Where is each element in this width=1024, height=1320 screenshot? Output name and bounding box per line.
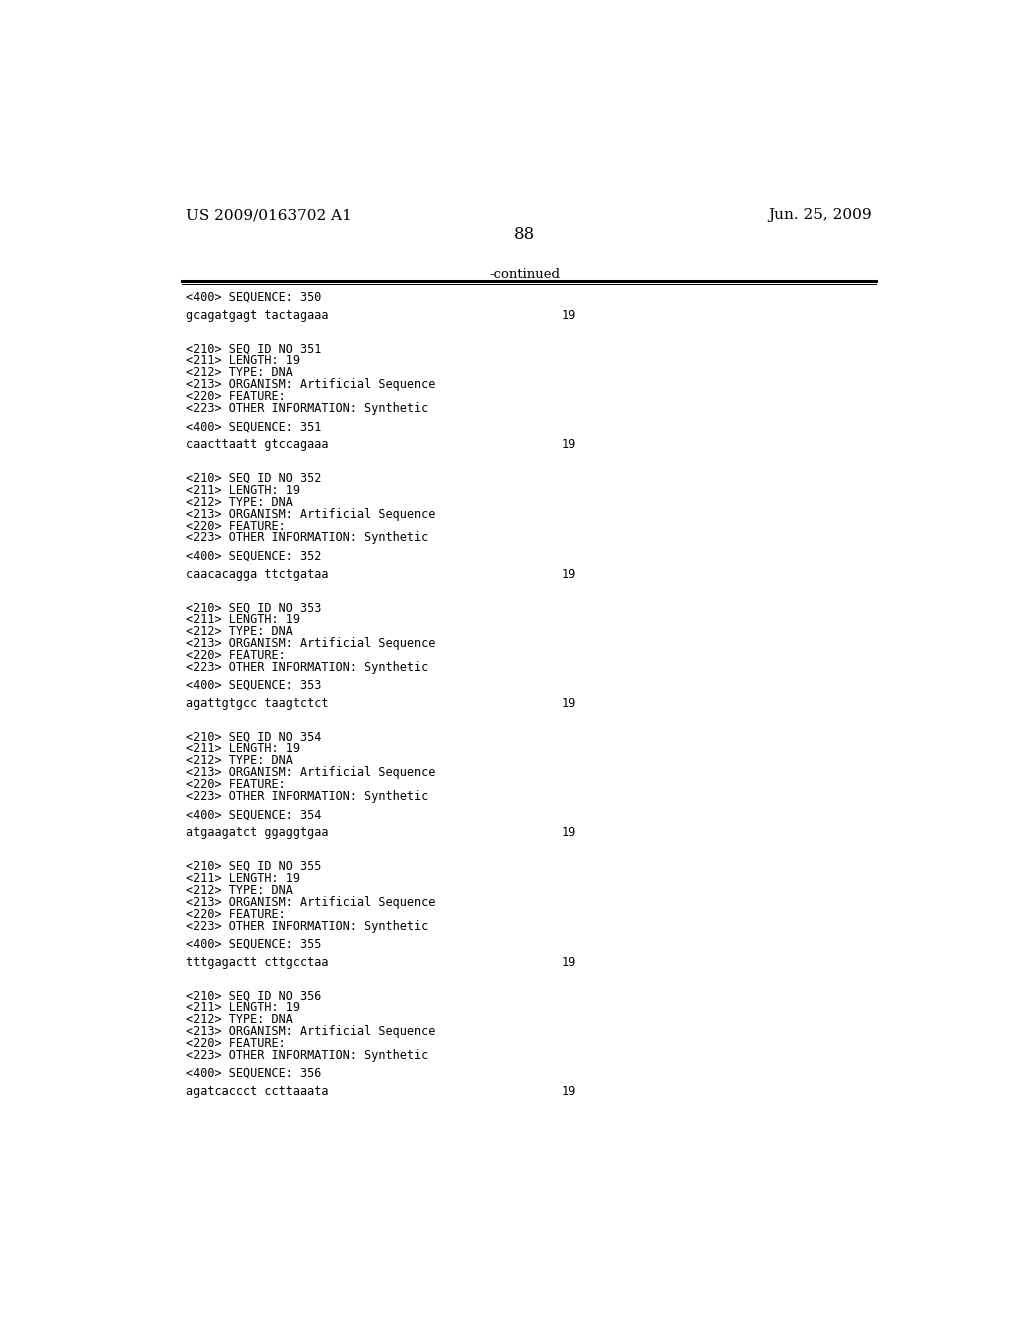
Text: <212> TYPE: DNA: <212> TYPE: DNA [186,626,293,638]
Text: gcagatgagt tactagaaa: gcagatgagt tactagaaa [186,309,329,322]
Text: <223> OTHER INFORMATION: Synthetic: <223> OTHER INFORMATION: Synthetic [186,920,428,932]
Text: agattgtgcc taagtctct: agattgtgcc taagtctct [186,697,329,710]
Text: <213> ORGANISM: Artificial Sequence: <213> ORGANISM: Artificial Sequence [186,896,435,908]
Text: caacttaatt gtccagaaa: caacttaatt gtccagaaa [186,438,329,451]
Text: <211> LENGTH: 19: <211> LENGTH: 19 [186,354,300,367]
Text: <220> FEATURE:: <220> FEATURE: [186,649,286,661]
Text: <400> SEQUENCE: 354: <400> SEQUENCE: 354 [186,808,322,821]
Text: <220> FEATURE:: <220> FEATURE: [186,520,286,532]
Text: 19: 19 [562,1085,577,1098]
Text: <210> SEQ ID NO 353: <210> SEQ ID NO 353 [186,601,322,614]
Text: 19: 19 [562,309,577,322]
Text: <211> LENGTH: 19: <211> LENGTH: 19 [186,871,300,884]
Text: <211> LENGTH: 19: <211> LENGTH: 19 [186,612,300,626]
Text: <400> SEQUENCE: 355: <400> SEQUENCE: 355 [186,937,322,950]
Text: <212> TYPE: DNA: <212> TYPE: DNA [186,884,293,896]
Text: <212> TYPE: DNA: <212> TYPE: DNA [186,367,293,379]
Text: <213> ORGANISM: Artificial Sequence: <213> ORGANISM: Artificial Sequence [186,767,435,779]
Text: <211> LENGTH: 19: <211> LENGTH: 19 [186,483,300,496]
Text: <210> SEQ ID NO 352: <210> SEQ ID NO 352 [186,471,322,484]
Text: <212> TYPE: DNA: <212> TYPE: DNA [186,755,293,767]
Text: <212> TYPE: DNA: <212> TYPE: DNA [186,1014,293,1026]
Text: <223> OTHER INFORMATION: Synthetic: <223> OTHER INFORMATION: Synthetic [186,1049,428,1061]
Text: <210> SEQ ID NO 356: <210> SEQ ID NO 356 [186,989,322,1002]
Text: <213> ORGANISM: Artificial Sequence: <213> ORGANISM: Artificial Sequence [186,508,435,520]
Text: <400> SEQUENCE: 351: <400> SEQUENCE: 351 [186,420,322,433]
Text: 88: 88 [514,226,536,243]
Text: <211> LENGTH: 19: <211> LENGTH: 19 [186,742,300,755]
Text: <212> TYPE: DNA: <212> TYPE: DNA [186,496,293,508]
Text: <220> FEATURE:: <220> FEATURE: [186,779,286,791]
Text: <213> ORGANISM: Artificial Sequence: <213> ORGANISM: Artificial Sequence [186,1026,435,1038]
Text: <210> SEQ ID NO 354: <210> SEQ ID NO 354 [186,730,322,743]
Text: <210> SEQ ID NO 355: <210> SEQ ID NO 355 [186,859,322,873]
Text: <223> OTHER INFORMATION: Synthetic: <223> OTHER INFORMATION: Synthetic [186,403,428,414]
Text: -continued: -continued [489,268,560,281]
Text: <400> SEQUENCE: 350: <400> SEQUENCE: 350 [186,290,322,304]
Text: 19: 19 [562,438,577,451]
Text: 19: 19 [562,956,577,969]
Text: 19: 19 [562,697,577,710]
Text: Jun. 25, 2009: Jun. 25, 2009 [768,209,872,223]
Text: US 2009/0163702 A1: US 2009/0163702 A1 [186,209,352,223]
Text: <213> ORGANISM: Artificial Sequence: <213> ORGANISM: Artificial Sequence [186,379,435,391]
Text: 19: 19 [562,826,577,840]
Text: <400> SEQUENCE: 353: <400> SEQUENCE: 353 [186,678,322,692]
Text: <213> ORGANISM: Artificial Sequence: <213> ORGANISM: Artificial Sequence [186,638,435,649]
Text: <210> SEQ ID NO 351: <210> SEQ ID NO 351 [186,342,322,355]
Text: atgaagatct ggaggtgaa: atgaagatct ggaggtgaa [186,826,329,840]
Text: <211> LENGTH: 19: <211> LENGTH: 19 [186,1001,300,1014]
Text: <223> OTHER INFORMATION: Synthetic: <223> OTHER INFORMATION: Synthetic [186,532,428,544]
Text: tttgagactt cttgcctaa: tttgagactt cttgcctaa [186,956,329,969]
Text: <400> SEQUENCE: 356: <400> SEQUENCE: 356 [186,1067,322,1080]
Text: <223> OTHER INFORMATION: Synthetic: <223> OTHER INFORMATION: Synthetic [186,791,428,803]
Text: <400> SEQUENCE: 352: <400> SEQUENCE: 352 [186,549,322,562]
Text: caacacagga ttctgataa: caacacagga ttctgataa [186,568,329,581]
Text: <220> FEATURE:: <220> FEATURE: [186,908,286,920]
Text: 19: 19 [562,568,577,581]
Text: <223> OTHER INFORMATION: Synthetic: <223> OTHER INFORMATION: Synthetic [186,661,428,673]
Text: <220> FEATURE:: <220> FEATURE: [186,1038,286,1049]
Text: <220> FEATURE:: <220> FEATURE: [186,391,286,403]
Text: agatcaccct ccttaaata: agatcaccct ccttaaata [186,1085,329,1098]
